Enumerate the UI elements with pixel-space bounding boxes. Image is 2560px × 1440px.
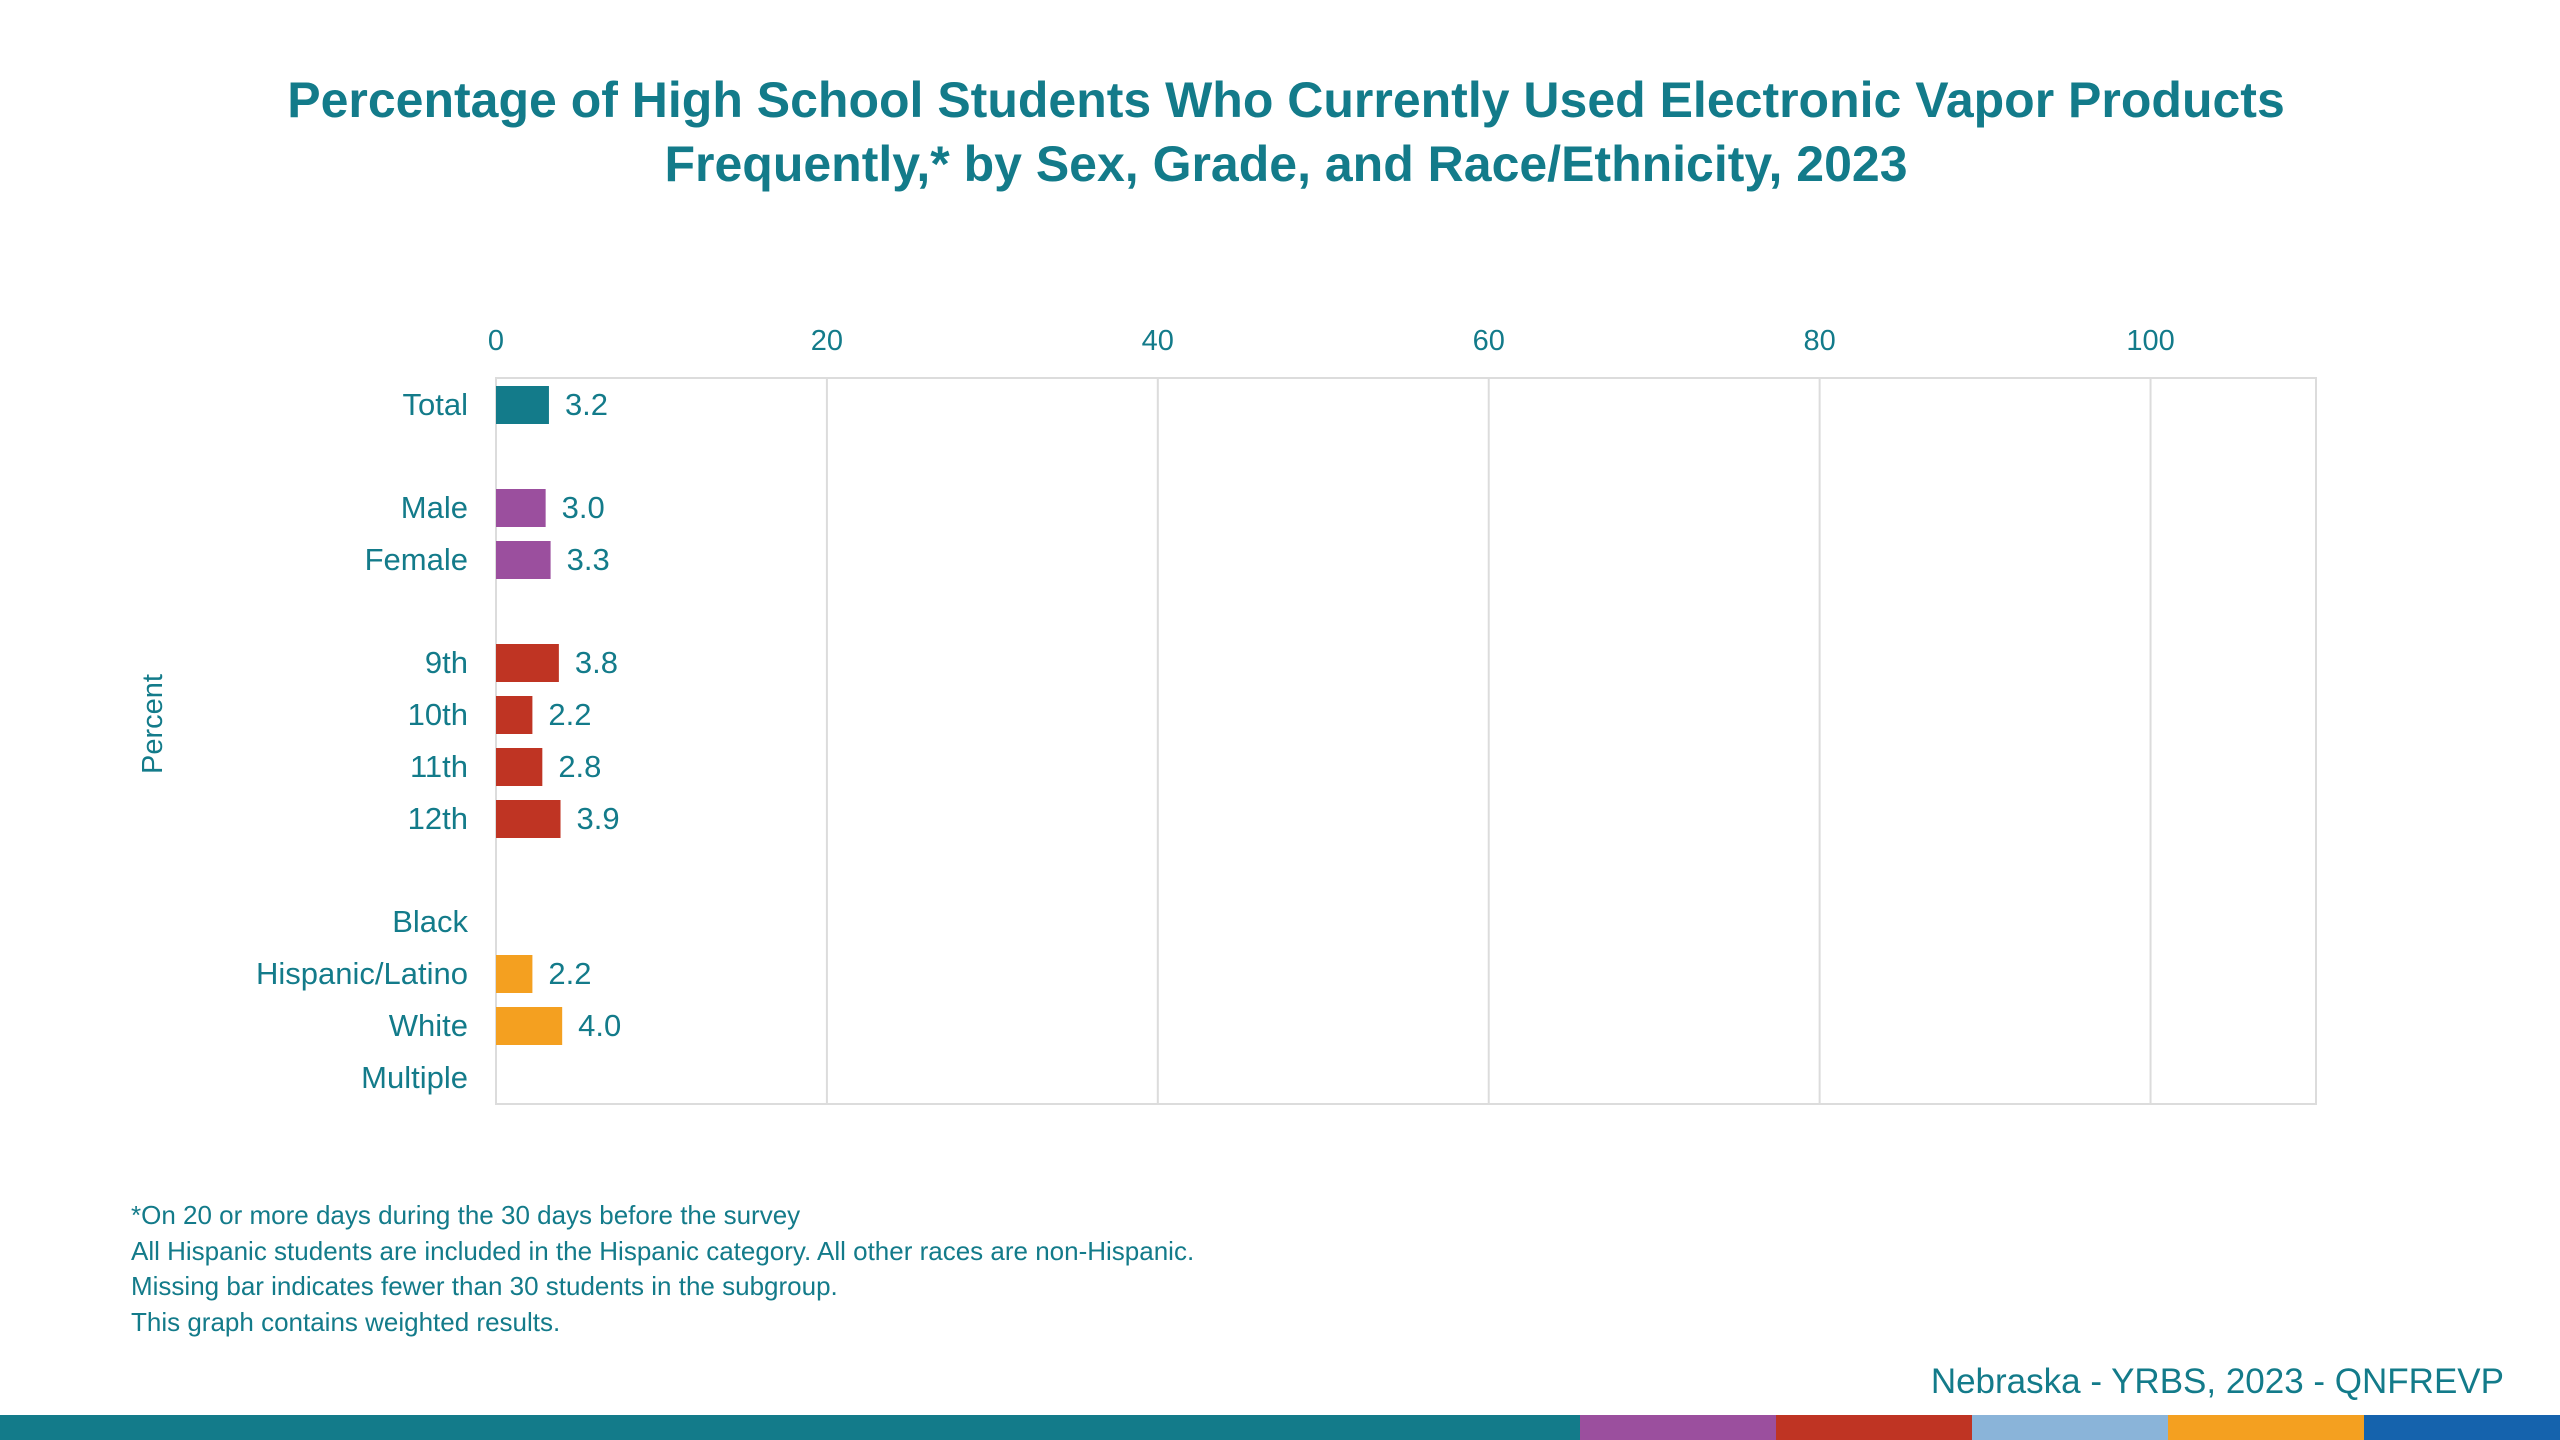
category-label: 12th bbox=[408, 801, 468, 836]
x-tick-label: 40 bbox=[1142, 325, 1174, 357]
category-label: 10th bbox=[408, 697, 468, 732]
category-label: Multiple bbox=[361, 1060, 468, 1095]
bar bbox=[496, 748, 543, 786]
bar bbox=[496, 800, 561, 838]
footnote-3: Missing bar indicates fewer than 30 stud… bbox=[131, 1271, 838, 1301]
bar bbox=[496, 541, 551, 579]
chart-title-line-2: Frequently,* by Sex, Grade, and Race/Eth… bbox=[664, 136, 1908, 192]
category-label: 9th bbox=[425, 645, 468, 680]
data-label: 3.8 bbox=[575, 645, 618, 680]
bar bbox=[496, 696, 533, 734]
bar bbox=[496, 489, 546, 527]
data-label: 2.2 bbox=[548, 697, 591, 732]
data-label: 3.2 bbox=[565, 387, 608, 422]
data-label: 3.0 bbox=[562, 490, 605, 525]
category-label: White bbox=[389, 1008, 468, 1043]
footnote-2: All Hispanic students are included in th… bbox=[131, 1235, 1195, 1266]
bottom-color-bar bbox=[0, 1415, 2560, 1440]
data-label: 2.8 bbox=[558, 749, 601, 784]
bottom-bar-segment bbox=[2364, 1415, 2560, 1440]
data-label: 4.0 bbox=[578, 1008, 621, 1043]
footnote-4: This graph contains weighted results. bbox=[131, 1306, 561, 1337]
bottom-bar-segment bbox=[1580, 1415, 1776, 1440]
bottom-bar-segment bbox=[2168, 1415, 2364, 1440]
plot-frame bbox=[495, 377, 2317, 1105]
chart-title-line-1: Percentage of High School Students Who C… bbox=[287, 72, 2285, 128]
x-tick-label: 100 bbox=[2126, 325, 2174, 357]
chart-title: Percentage of High School Students Who C… bbox=[0, 68, 2560, 196]
bar bbox=[496, 1007, 563, 1045]
data-label: 3.3 bbox=[567, 542, 610, 577]
footnote-1: *On 20 or more days during the 30 days b… bbox=[131, 1200, 801, 1230]
category-label: Female bbox=[365, 542, 468, 577]
data-label: 2.2 bbox=[548, 956, 591, 991]
y-axis-label: Percent bbox=[137, 674, 169, 774]
category-label: Male bbox=[401, 490, 468, 525]
bottom-bar-segment bbox=[0, 1415, 1580, 1440]
x-tick-label: 60 bbox=[1473, 325, 1505, 357]
bar bbox=[496, 955, 533, 993]
category-label: Black bbox=[392, 904, 468, 939]
source-label: Nebraska - YRBS, 2023 - QNFREVP bbox=[1930, 1362, 2504, 1401]
x-tick-label: 0 bbox=[488, 325, 504, 357]
data-label: 3.9 bbox=[577, 801, 620, 836]
bar bbox=[496, 644, 559, 682]
category-label: 11th bbox=[410, 749, 468, 784]
category-label: Hispanic/Latino bbox=[256, 956, 468, 991]
bar bbox=[496, 386, 549, 424]
category-label: Total bbox=[403, 387, 468, 422]
bottom-bar-segment bbox=[1972, 1415, 2168, 1440]
bottom-bar-segment bbox=[1776, 1415, 1972, 1440]
x-tick-label: 20 bbox=[811, 325, 843, 357]
x-tick-label: 80 bbox=[1804, 325, 1836, 357]
footnotes: *On 20 or more days during the 30 days b… bbox=[131, 1198, 1194, 1340]
